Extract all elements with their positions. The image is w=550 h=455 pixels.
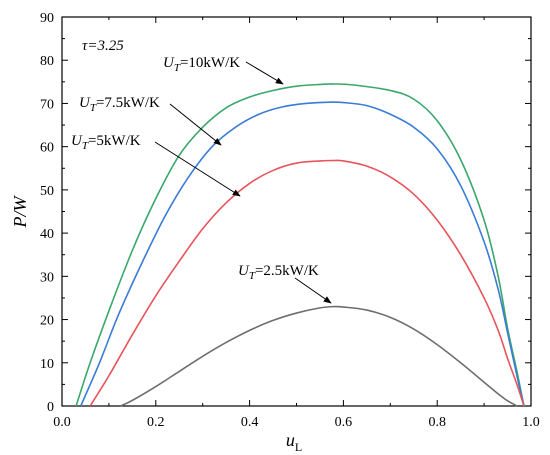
plot-area — [61, 16, 532, 407]
label-subscript: T — [82, 140, 89, 152]
series-line-ut-5 — [89, 159, 525, 407]
y-tick-label: 40 — [40, 227, 54, 242]
series-layer — [75, 83, 525, 407]
x-tick-label: 1.0 — [522, 415, 540, 430]
label-value: =10kW/K — [180, 55, 240, 71]
y-tick-label: 10 — [40, 357, 54, 372]
x-tick-label: 0.2 — [147, 415, 165, 430]
label-value: =5kW/K — [88, 133, 141, 149]
y-tick-label: 0 — [47, 400, 54, 415]
label-value: =7.5kW/K — [96, 95, 160, 111]
label-variable: U — [238, 263, 250, 279]
plot-frame — [61, 16, 532, 407]
tau-annotation: τ=3.25 — [82, 38, 124, 54]
label-value: =2.5kW/K — [255, 263, 319, 279]
y-tick-label: 80 — [40, 54, 54, 69]
label-variable: U — [79, 95, 91, 111]
series-line-ut-7-5 — [80, 101, 525, 407]
label-subscript: T — [174, 62, 181, 74]
label-ut-10: UT=10kW/K — [163, 55, 240, 74]
x-tick-label: 0.8 — [428, 415, 446, 430]
label-subscript: T — [249, 270, 256, 282]
y-tick-label: 60 — [40, 141, 54, 156]
x-axis-title-main: u — [286, 430, 295, 450]
y-tick-label: 90 — [40, 11, 54, 26]
label-variable: U — [163, 55, 175, 71]
label-variable: U — [71, 133, 83, 149]
label-arrow — [245, 61, 284, 85]
label-ut-5: UT=5kW/K — [71, 133, 141, 152]
x-tick-label: 0.4 — [241, 415, 259, 430]
x-axis-title-sub: L — [295, 440, 302, 454]
x-axis-title: uL — [286, 430, 302, 454]
label-ut-7-5: UT=7.5kW/K — [79, 95, 160, 114]
y-tick-label: 20 — [40, 314, 54, 329]
label-arrow — [154, 141, 241, 197]
label-subscript: T — [90, 102, 97, 114]
series-line-ut-10 — [75, 83, 525, 407]
y-tick-label: 30 — [40, 270, 54, 285]
y-axis-title: P/W — [10, 195, 30, 229]
x-tick-label: 0.6 — [335, 415, 353, 430]
annotation-layer: UT=10kW/KUT=7.5kW/KUT=5kW/KUT=2.5kW/K — [71, 55, 332, 304]
label-arrow — [169, 103, 222, 146]
y-tick-label: 50 — [40, 184, 54, 199]
y-tick-label: 70 — [40, 97, 54, 112]
series-line-ut-2-5 — [120, 305, 518, 407]
tick-layer: 0.0 0.2 0.4 0.6 0.8 1.0 0 10 20 30 40 50 60 70 80 90 — [40, 11, 540, 430]
label-ut-2-5: UT=2.5kW/K — [238, 263, 319, 282]
x-tick-label: 0.0 — [53, 415, 71, 430]
label-arrow — [294, 277, 332, 304]
